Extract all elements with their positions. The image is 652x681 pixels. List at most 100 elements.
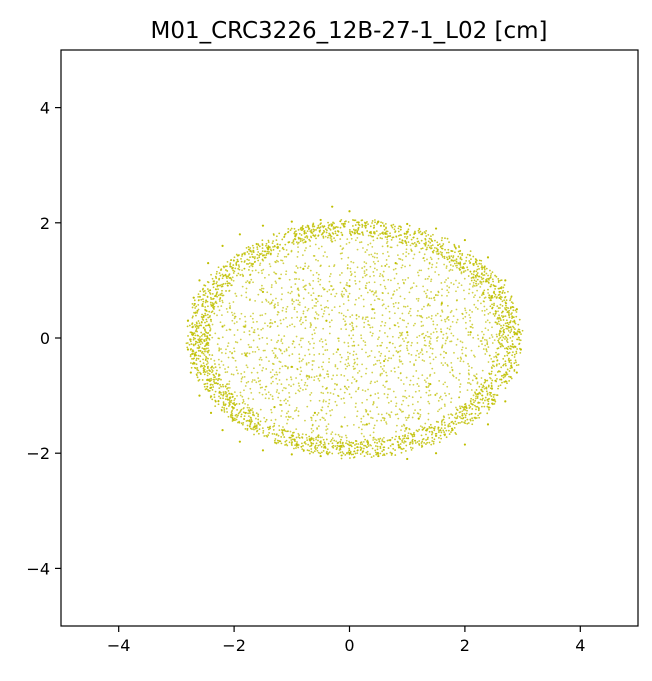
- scatter-point: [479, 286, 482, 288]
- scatter-point: [499, 279, 502, 282]
- scatter-point: [285, 365, 287, 368]
- scatter-point: [226, 261, 229, 263]
- scatter-point: [341, 233, 344, 236]
- scatter-point: [440, 282, 443, 284]
- scatter-point: [213, 303, 216, 305]
- scatter-point: [327, 221, 329, 224]
- scatter-point: [511, 317, 513, 320]
- scatter-point: [236, 258, 239, 261]
- scatter-point: [317, 235, 320, 237]
- scatter-point: [362, 316, 364, 319]
- scatter-point: [376, 237, 379, 240]
- scatter-point: [414, 390, 417, 393]
- scatter-point: [417, 274, 420, 277]
- scatter-point: [191, 323, 193, 325]
- scatter-point: [427, 335, 429, 338]
- scatter-point: [365, 367, 368, 370]
- scatter-point: [267, 248, 270, 251]
- scatter-point: [372, 439, 375, 441]
- scatter-point: [305, 232, 308, 235]
- scatter-point: [280, 259, 282, 262]
- scatter-point: [492, 393, 495, 396]
- scatter-point: [518, 338, 521, 341]
- scatter-point: [392, 236, 395, 239]
- scatter-point: [439, 315, 442, 317]
- scatter-point: [310, 376, 313, 379]
- scatter-point: [332, 228, 335, 230]
- scatter-point: [192, 315, 194, 318]
- scatter-point: [230, 277, 232, 280]
- scatter-point: [390, 411, 393, 414]
- scatter-point: [419, 425, 422, 428]
- scatter-point: [197, 357, 200, 360]
- scatter-point: [322, 255, 325, 257]
- scatter-point: [400, 334, 403, 336]
- scatter-point: [412, 257, 415, 260]
- scatter-point: [439, 353, 442, 356]
- scatter-point: [493, 290, 496, 293]
- scatter-point: [245, 246, 248, 249]
- scatter-point: [233, 407, 235, 409]
- scatter-point: [357, 443, 360, 445]
- scatter-point: [270, 419, 273, 422]
- scatter-point: [281, 410, 283, 412]
- scatter-point: [469, 270, 472, 273]
- scatter-point: [305, 436, 308, 439]
- scatter-point: [216, 343, 219, 346]
- scatter-point: [298, 304, 301, 306]
- scatter-point: [218, 309, 221, 312]
- scatter-point: [474, 294, 476, 297]
- scatter-point: [435, 314, 437, 317]
- scatter-point: [366, 221, 368, 223]
- scatter-point: [320, 451, 323, 454]
- scatter-point: [376, 252, 379, 255]
- scatter-point: [336, 374, 338, 377]
- scatter-point: [381, 341, 383, 344]
- scatter-point: [430, 280, 432, 283]
- scatter-point: [313, 332, 316, 335]
- scatter-point: [488, 406, 491, 409]
- scatter-point: [208, 310, 211, 313]
- scatter-point: [346, 424, 349, 427]
- scatter-point: [265, 244, 267, 247]
- scatter-point: [222, 391, 225, 394]
- scatter-point: [273, 347, 276, 350]
- scatter-point: [425, 334, 427, 337]
- scatter-point: [469, 325, 472, 328]
- scatter-point: [347, 299, 350, 302]
- scatter-point: [201, 333, 204, 336]
- scatter-point: [398, 286, 401, 289]
- scatter-point: [339, 274, 341, 276]
- scatter-point: [245, 352, 248, 355]
- scatter-point: [506, 382, 508, 385]
- scatter-point: [503, 291, 506, 294]
- scatter-point: [346, 451, 348, 454]
- scatter-point: [230, 401, 232, 404]
- scatter-point: [420, 269, 423, 272]
- scatter-point: [355, 298, 357, 301]
- scatter-point: [506, 350, 508, 353]
- scatter-point: [476, 272, 479, 274]
- scatter-point: [427, 386, 430, 388]
- scatter-point: [420, 247, 423, 250]
- scatter-point: [471, 408, 474, 410]
- scatter-point: [353, 450, 355, 453]
- scatter-point: [371, 332, 374, 335]
- scatter-point: [472, 255, 475, 258]
- scatter-point: [317, 434, 320, 437]
- scatter-point: [445, 436, 448, 439]
- scatter-point: [416, 336, 418, 339]
- scatter-point: [202, 300, 205, 303]
- scatter-point: [276, 255, 279, 258]
- scatter-point: [491, 306, 494, 309]
- scatter-point: [207, 372, 209, 375]
- scatter-point: [362, 423, 364, 426]
- scatter-point: [488, 277, 491, 280]
- scatter-point: [386, 439, 389, 442]
- scatter-point: [406, 222, 409, 226]
- scatter-point: [218, 272, 221, 275]
- scatter-point: [479, 398, 482, 401]
- scatter-point: [377, 234, 380, 237]
- scatter-point: [328, 361, 330, 363]
- scatter-point: [270, 284, 273, 286]
